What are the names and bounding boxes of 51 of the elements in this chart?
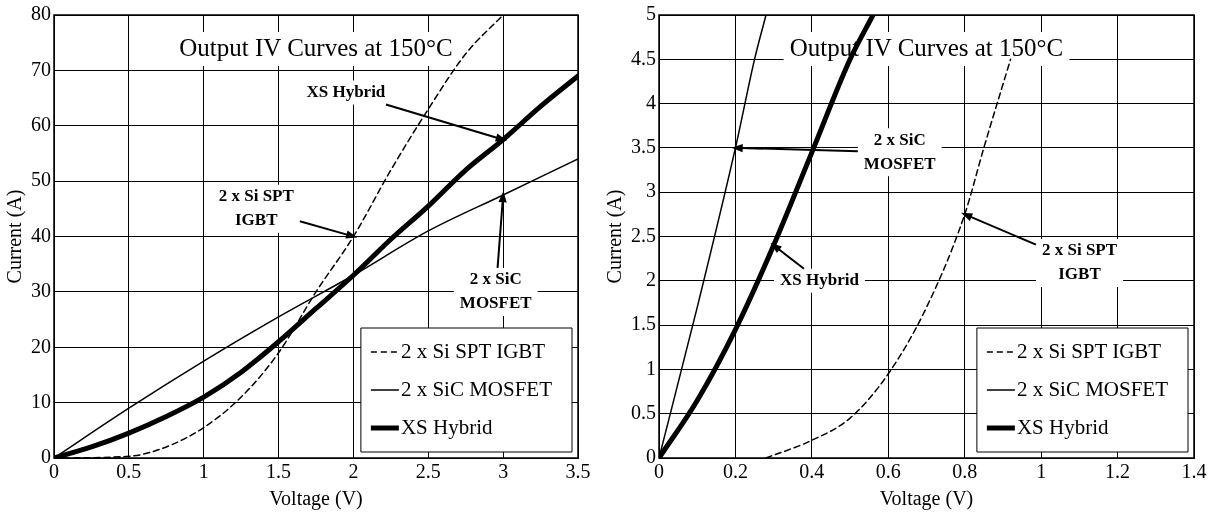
y-axis-title: Current (A)	[603, 189, 627, 284]
x-tick-label: 1.4	[1181, 460, 1207, 483]
x-tick-label: 0.6	[875, 460, 901, 483]
annotation: XS Hybrid	[306, 81, 386, 101]
x-tick-label: 3.5	[565, 460, 591, 483]
y-tick-label: 50	[31, 168, 51, 191]
y-tick-label: 60	[31, 113, 51, 135]
y-tick-label: 0	[646, 445, 656, 468]
x-tick-label: 1.5	[266, 460, 292, 483]
text: Output IV Curves at 150°C	[179, 33, 453, 61]
y-tick-label: 20	[31, 334, 51, 357]
x-axis-title: Voltage (V)	[269, 487, 363, 511]
y-tick-label: 1	[646, 356, 656, 379]
x-axis-title: Voltage (V)	[879, 487, 974, 511]
y-tick-label: 80	[31, 2, 51, 25]
y-axis-title: Current (A)	[3, 189, 27, 284]
legend-label: 2 x Si SPT IGBT	[1016, 338, 1162, 363]
legend-label: XS Hybrid	[1016, 414, 1109, 439]
annotation: 2 x Si SPT IGBT	[218, 186, 295, 230]
x-tick-label: 3	[498, 460, 509, 483]
x-tick-label: 0.5	[116, 460, 142, 483]
y-tick-label: 3	[646, 179, 656, 202]
y-tick-label: 1.5	[631, 312, 656, 335]
annotation: 2 x Si SPT IGBT	[1041, 240, 1118, 284]
legend-label: XS Hybrid	[400, 414, 493, 439]
x-tick-label: 1.2	[1105, 460, 1131, 483]
y-tick-label: 2.5	[631, 223, 656, 246]
y-tick-label: 30	[31, 279, 51, 302]
y-tick-label: 0	[41, 445, 51, 468]
y-tick-label: 0.5	[631, 400, 656, 423]
x-tick-label: 0.8	[952, 460, 978, 483]
legend-label: 2 x SiC MOSFET	[1016, 376, 1169, 401]
annotation: 2 x SiC MOSFET	[459, 269, 533, 313]
x-tick-label: 0.2	[722, 460, 748, 483]
y-tick-label: 70	[31, 57, 51, 80]
x-tick-label: 1	[198, 460, 209, 483]
legend-label: 2 x Si SPT IGBT	[400, 338, 546, 363]
y-tick-label: 4.5	[631, 46, 656, 69]
annotation: XS Hybrid	[780, 270, 860, 290]
y-tick-label: 2	[646, 268, 656, 291]
y-tick-label: 3.5	[631, 135, 656, 158]
x-tick-label: 2.5	[415, 460, 441, 483]
y-tick-label: 5	[646, 2, 656, 25]
legend-label: 2 x SiC MOSFET	[400, 376, 553, 401]
y-tick-label: 10	[31, 389, 51, 412]
y-tick-label: 40	[31, 223, 51, 246]
x-tick-label: 1	[1036, 460, 1047, 483]
y-tick-label: 4	[646, 90, 656, 113]
annotation: 2 x SiC MOSFET	[863, 129, 937, 173]
x-tick-label: 0.4	[799, 460, 825, 483]
x-tick-label: 2	[348, 460, 359, 483]
